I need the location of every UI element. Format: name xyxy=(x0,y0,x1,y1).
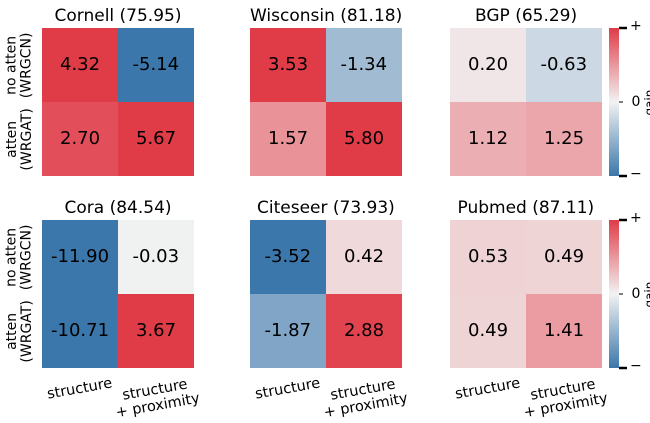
cell-label: 4.32 xyxy=(60,54,101,75)
heatmap-cell xyxy=(42,102,118,176)
chart-title: Cora (84.54) xyxy=(64,197,172,218)
chart-title: Citeseer (73.93) xyxy=(257,197,395,218)
cell-label: 1.25 xyxy=(544,128,585,149)
cell-label: -3.52 xyxy=(264,246,312,267)
heatmap-cell xyxy=(450,220,526,294)
heatmap-cell xyxy=(250,28,326,102)
chart-title: BGP (65.29) xyxy=(475,5,578,26)
cell-label: -1.87 xyxy=(264,320,312,341)
heatmap-cell xyxy=(250,102,326,176)
heatmap-cell xyxy=(450,28,526,102)
colorbar-tick-label: − xyxy=(630,357,642,374)
colorbar xyxy=(609,220,619,368)
colorbar-tick-label: 0 xyxy=(631,285,641,302)
heatmap-cell xyxy=(526,28,602,102)
cell-label: -10.71 xyxy=(51,320,110,341)
chart-title: Pubmed (87.11) xyxy=(457,197,595,218)
heatmap-cell xyxy=(526,294,602,368)
cell-label: -5.14 xyxy=(132,54,180,75)
cell-label: 0.20 xyxy=(468,54,509,75)
heatmap-cell xyxy=(526,102,602,176)
colorbar-tick-label: − xyxy=(630,165,642,182)
y-tick-label: atten (WRGAT) xyxy=(3,107,36,171)
cell-label: -0.03 xyxy=(132,246,180,267)
heatmap-cell xyxy=(326,102,402,176)
heatmap-cell xyxy=(450,294,526,368)
heatmap-cell xyxy=(526,220,602,294)
cell-label: -1.34 xyxy=(340,54,388,75)
cell-label: -0.63 xyxy=(540,54,588,75)
heatmap-cell xyxy=(326,294,402,368)
heatmap-cell xyxy=(250,220,326,294)
cell-label: -11.90 xyxy=(51,246,110,267)
heatmap-cell xyxy=(326,28,402,102)
cell-label: 0.42 xyxy=(344,246,385,267)
heatmap-cell xyxy=(42,220,118,294)
heatmap-cell xyxy=(118,28,194,102)
y-tick-label: no atten (WRGCN) xyxy=(3,32,35,98)
colorbar-tick-label: + xyxy=(630,209,642,226)
cell-label: 3.53 xyxy=(268,54,309,75)
colorbar-label: gain xyxy=(642,89,650,116)
y-tick-label: atten (WRGAT) xyxy=(3,299,36,363)
heatmap-cell xyxy=(250,294,326,368)
cell-label: 5.67 xyxy=(136,128,177,149)
cell-label: 0.53 xyxy=(468,246,509,267)
colorbar-label: gain xyxy=(642,281,650,308)
cell-label: 0.49 xyxy=(544,246,585,267)
cell-label: 1.12 xyxy=(468,128,509,149)
cell-label: 1.41 xyxy=(544,320,585,341)
heatmap-cell xyxy=(42,294,118,368)
colorbar-tick-label: 0 xyxy=(631,93,641,110)
cell-label: 5.80 xyxy=(344,128,385,149)
colorbar-tick-label: + xyxy=(630,17,642,34)
cell-label: 1.57 xyxy=(268,128,309,149)
heatmap-cell xyxy=(118,102,194,176)
y-tick-label: no atten (WRGCN) xyxy=(3,224,35,290)
colorbar xyxy=(609,28,619,176)
cell-label: 0.49 xyxy=(468,320,509,341)
heatmap-cell xyxy=(326,220,402,294)
heatmap-cell xyxy=(450,102,526,176)
cell-label: 2.70 xyxy=(60,128,101,149)
cell-label: 2.88 xyxy=(344,320,385,341)
chart-title: Wisconsin (81.18) xyxy=(250,5,403,26)
heatmap-cell xyxy=(118,220,194,294)
cell-label: 3.67 xyxy=(136,320,177,341)
chart-title: Cornell (75.95) xyxy=(54,5,182,26)
heatmap-cell xyxy=(118,294,194,368)
heatmap-cell xyxy=(42,28,118,102)
